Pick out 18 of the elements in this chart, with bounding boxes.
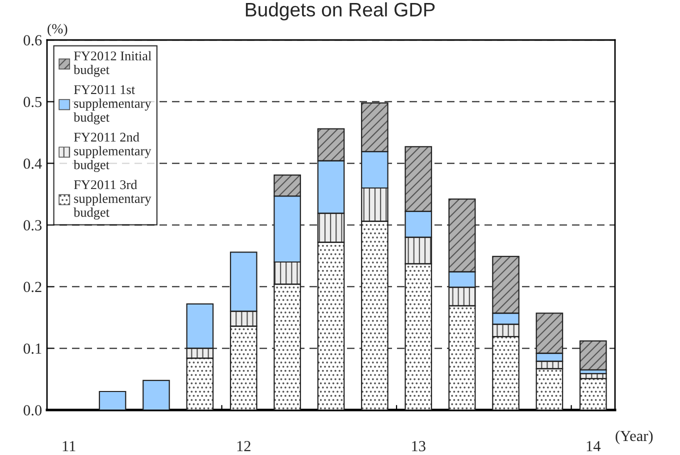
x-tick-label: 14 [586, 441, 601, 452]
legend-label: FY2011 2nd supplementary budget [74, 132, 152, 172]
y-tick-label: 0.6 [24, 35, 42, 46]
y-axis-title: (%) [48, 24, 68, 36]
legend-label: FY2012 Initial budget [74, 51, 152, 77]
y-tick-label: 0.3 [24, 220, 42, 231]
chart-title: Budgets on Real GDP [246, 2, 435, 20]
x-tick-label: 12 [237, 441, 250, 452]
y-tick-label: 0.0 [24, 405, 42, 416]
legend-label: FY2011 1st supplementary budget [74, 85, 152, 124]
legend-label: FY2011 3rd supplementary budget [74, 180, 152, 220]
y-tick-label: 0.4 [24, 158, 42, 169]
x-axis-title: (Year) [616, 430, 653, 444]
x-tick-label: 13 [412, 441, 426, 452]
x-tick-label: 11 [62, 441, 76, 452]
y-tick-label: 0.5 [24, 96, 42, 108]
y-tick-label: 0.1 [24, 343, 42, 354]
y-tick-label: 0.2 [24, 282, 42, 292]
